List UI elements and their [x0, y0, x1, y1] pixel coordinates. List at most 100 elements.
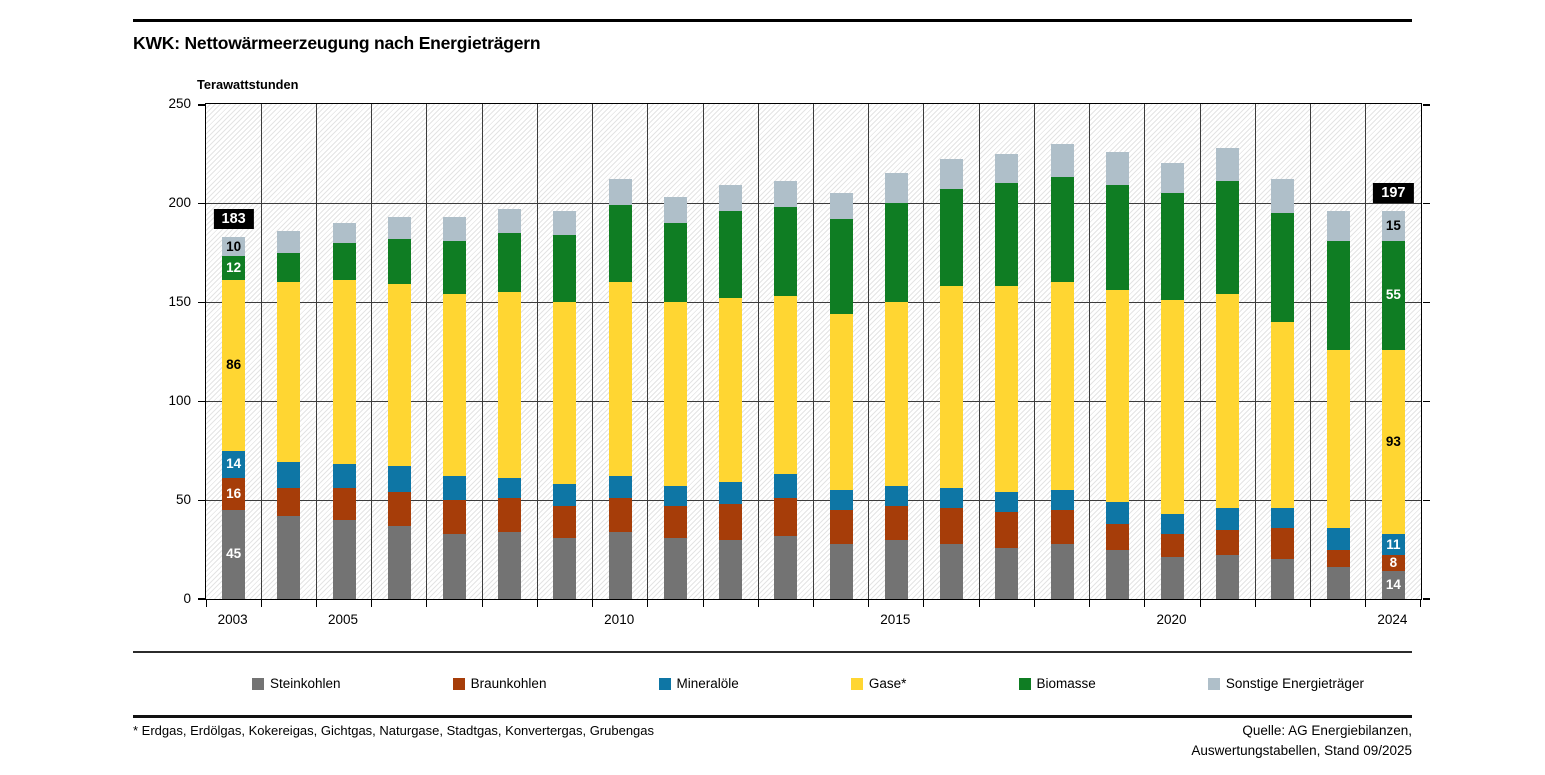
- bar-segment-braunkohlen-2007: [443, 500, 467, 534]
- x-tick-1: [260, 600, 262, 607]
- legend-swatch-braunkohlen: [452, 677, 465, 690]
- bar-2020: [1160, 104, 1184, 599]
- y-tick-label-250: 250: [168, 95, 191, 111]
- bar-segment-biomasse-2010: [608, 204, 632, 283]
- bar-2016: [940, 104, 964, 599]
- bar-segment-mineralle-2009: [553, 484, 577, 506]
- bar-segment-steinkohlen-2014: [829, 543, 853, 599]
- legend-label: Steinkohlen: [270, 676, 341, 691]
- segment-value-label: 11: [1386, 536, 1401, 552]
- x-tick-21: [1365, 600, 1367, 607]
- bar-2019: [1105, 104, 1129, 599]
- bar-segment-mineralle-2013: [774, 474, 798, 499]
- bar-segment-gase-2015: [884, 302, 908, 487]
- bar-segment-mineralle-2010: [608, 476, 632, 499]
- bar-segment-mineralle-2021: [1216, 507, 1240, 530]
- bar-segment-mineralle-2015: [884, 486, 908, 506]
- bar-segment-mineralle-2003: [222, 450, 246, 479]
- segment-value-label: 14: [1385, 577, 1401, 593]
- chart-plot-area: 45 16 14 86 12 10 14 8 11 93 55 15 183 197: [197, 103, 1430, 607]
- x-tick-14: [978, 600, 980, 607]
- bar-segment-mineralle-2004: [277, 462, 301, 489]
- bar-segment-braunkohlen-2012: [719, 503, 743, 540]
- bar-segment-braunkohlen-2017: [995, 511, 1019, 548]
- bar-2014: [829, 104, 853, 599]
- bar-segment-mineralle-2018: [1050, 490, 1074, 510]
- bar-segment-braunkohlen-2020: [1160, 533, 1184, 558]
- x-tick-label-2024: 2024: [1377, 612, 1408, 627]
- bar-segment-biomasse-2023: [1326, 240, 1350, 350]
- bar-segment-steinkohlen-2004: [277, 515, 301, 599]
- bar-segment-steinkohlen-2007: [443, 533, 467, 599]
- bar-segment-steinkohlen-2013: [774, 535, 798, 599]
- grid-line-v-16: [1089, 104, 1091, 599]
- bar-segment-steinkohlen-2005: [332, 519, 356, 599]
- bar-segment-biomasse-2019: [1105, 185, 1129, 291]
- bar-segment-mineralle-2022: [1271, 507, 1295, 528]
- x-tick-20: [1310, 600, 1312, 607]
- legend-swatch-mineraloele: [658, 677, 671, 690]
- bar-segment-steinkohlen-2015: [884, 539, 908, 599]
- legend-label: Gase*: [868, 676, 907, 691]
- bar-2007: [443, 104, 467, 599]
- bar-segment-sonstigeenergietrger-2006: [387, 216, 411, 239]
- y-tick-label-50: 50: [175, 491, 191, 507]
- bar-segment-sonstigeenergietrger-2019: [1105, 151, 1129, 186]
- bar-segment-mineralle-2011: [663, 486, 687, 506]
- bar-segment-gase-2005: [332, 280, 356, 465]
- bar-segment-braunkohlen-2015: [884, 505, 908, 540]
- legend-item-sonstige: Sonstige Energieträger: [1207, 676, 1364, 691]
- x-tick-4: [426, 600, 428, 607]
- bar-segment-gase-2013: [774, 296, 798, 475]
- bar-segment-gase-2011: [663, 302, 687, 487]
- bar-segment-braunkohlen-2024: [1381, 555, 1405, 572]
- segment-value-label: 14: [226, 456, 242, 472]
- x-tick-label-2005: 2005: [328, 612, 359, 627]
- bar-segment-biomasse-2013: [774, 206, 798, 297]
- bar-segment-gase-2021: [1216, 294, 1240, 508]
- legend-label: Braunkohlen: [470, 676, 547, 691]
- segment-value-label: 15: [1385, 217, 1401, 233]
- y-tick-label-100: 100: [168, 392, 191, 408]
- bar-segment-sonstigeenergietrger-2016: [940, 159, 964, 190]
- footnote: * Erdgas, Erdölgas, Kokereigas, Gichtgas…: [133, 723, 655, 738]
- bar-2018: [1050, 104, 1074, 599]
- bar-segment-sonstigeenergietrger-2021: [1216, 147, 1240, 182]
- bar-segment-braunkohlen-2005: [332, 488, 356, 520]
- bar-segment-biomasse-2020: [1160, 193, 1184, 301]
- bar-segment-sonstigeenergietrger-2011: [663, 197, 687, 223]
- bar-2011: [663, 104, 687, 599]
- bar-segment-gase-2023: [1326, 349, 1350, 528]
- bar-2006: [387, 104, 411, 599]
- bar-segment-biomasse-2015: [884, 203, 908, 302]
- bar-segment-gase-2006: [387, 284, 411, 467]
- bar-segment-braunkohlen-2016: [940, 507, 964, 544]
- segment-value-label: 86: [226, 357, 242, 373]
- bar-segment-steinkohlen-2020: [1160, 557, 1184, 599]
- y-tick-right-0: [1422, 598, 1430, 600]
- bar-segment-braunkohlen-2004: [277, 488, 301, 516]
- x-tick-6: [536, 600, 538, 607]
- bar-segment-sonstigeenergietrger-2017: [995, 153, 1019, 184]
- bar-2004: [277, 104, 301, 599]
- bar-segment-mineralle-2007: [443, 476, 467, 500]
- bar-2013: [774, 104, 798, 599]
- grid-line-v-1: [260, 104, 262, 599]
- x-tick-15: [1033, 600, 1035, 607]
- bar-segment-steinkohlen-2006: [387, 525, 411, 599]
- y-tick-label-200: 200: [168, 194, 191, 210]
- x-tick-label-2015: 2015: [880, 612, 911, 627]
- y-tick-right-150: [1422, 301, 1430, 303]
- bar-segment-biomasse-2008: [498, 232, 522, 293]
- grid-line-v-10: [757, 104, 759, 599]
- bar-segment-biomasse-2021: [1216, 181, 1240, 295]
- x-tick-5: [481, 600, 483, 607]
- bar-segment-sonstigeenergietrger-2013: [774, 181, 798, 207]
- bar-segment-steinkohlen-2011: [663, 537, 687, 599]
- legend-item-braunkohlen: Braunkohlen: [452, 676, 547, 691]
- segment-value-label: 10: [226, 238, 242, 254]
- bar-segment-braunkohlen-2003: [222, 478, 246, 510]
- bar-segment-mineralle-2014: [829, 490, 853, 510]
- y-tick-left-0: [197, 598, 205, 600]
- bar-segment-mineralle-2008: [498, 478, 522, 499]
